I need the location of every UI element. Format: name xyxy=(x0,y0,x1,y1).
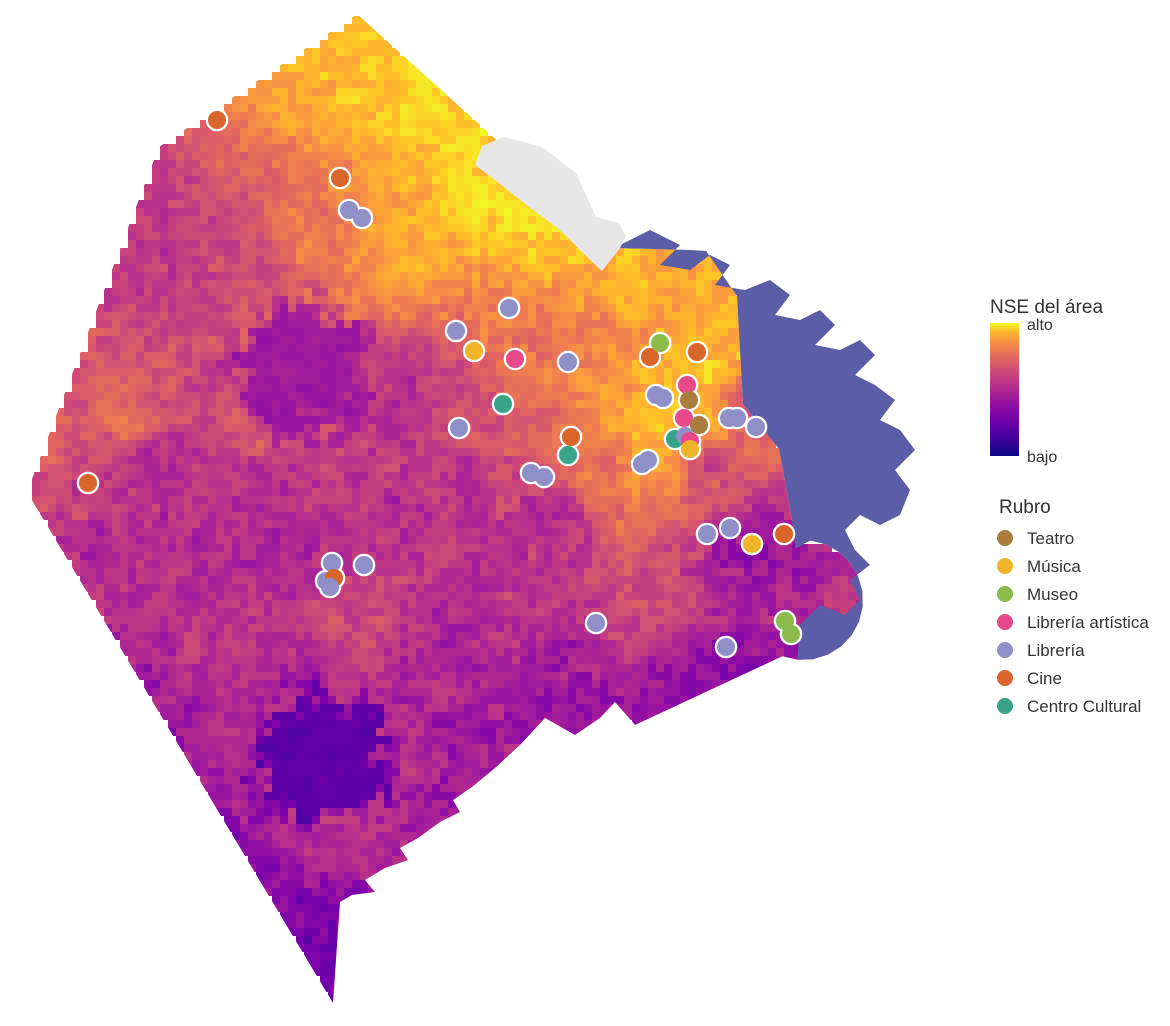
svg-text:Rubro: Rubro xyxy=(999,497,1051,518)
svg-text:Museo: Museo xyxy=(1027,585,1078,604)
svg-text:Centro Cultural: Centro Cultural xyxy=(1027,697,1141,716)
svg-text:Cine: Cine xyxy=(1027,669,1062,688)
svg-text:Teatro: Teatro xyxy=(1027,529,1074,548)
svg-text:NSE del área: NSE del área xyxy=(990,297,1103,318)
svg-text:alto: alto xyxy=(1027,317,1053,334)
svg-text:Música: Música xyxy=(1027,557,1081,576)
svg-text:Librería: Librería xyxy=(1027,641,1085,660)
svg-text:Librería artística: Librería artística xyxy=(1027,613,1149,632)
svg-text:bajo: bajo xyxy=(1027,449,1057,466)
